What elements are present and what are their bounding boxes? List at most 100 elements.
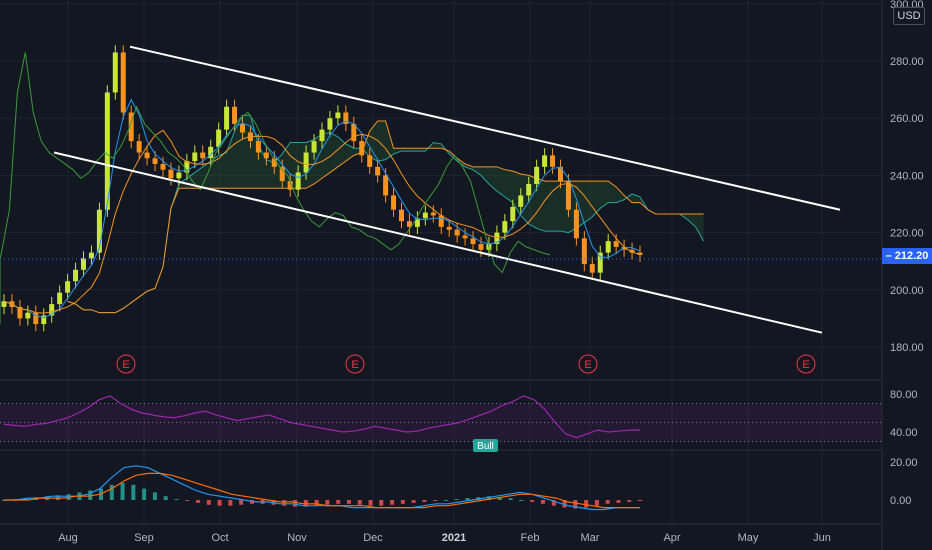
macd-histogram-bar xyxy=(142,488,147,500)
macd-histogram-bar xyxy=(422,500,427,502)
price-tick-label: 220.00 xyxy=(890,228,924,240)
candle-body xyxy=(136,141,142,153)
candle-body xyxy=(542,155,548,167)
earnings-label: E xyxy=(802,359,809,371)
time-axis[interactable]: Aug Sep Oct Nov Dec 2021 Feb Mar Apr May Jun xyxy=(58,532,831,544)
candle-body xyxy=(510,206,516,222)
candle-body xyxy=(255,141,261,153)
macd-histogram-bar xyxy=(433,500,438,501)
candle-body xyxy=(375,166,381,176)
candle-body xyxy=(192,152,198,162)
candle-body xyxy=(1,301,7,307)
macd-histogram-bar xyxy=(638,500,642,501)
candle-body xyxy=(406,221,412,227)
price-tick-label: 240.00 xyxy=(890,170,924,182)
indicator-lines xyxy=(0,52,641,325)
candle-body xyxy=(629,249,635,253)
candle-body xyxy=(558,166,563,182)
macd-histogram-bar xyxy=(573,500,578,509)
bull-badge-label: Bull xyxy=(477,441,494,452)
candle-body xyxy=(478,244,484,250)
bull-badge: Bull xyxy=(473,439,498,452)
candle-body xyxy=(128,112,134,142)
macd-histogram-bar xyxy=(519,500,524,501)
candle-body xyxy=(565,181,571,210)
macd-histogram-bar xyxy=(530,500,535,502)
candle-body xyxy=(49,304,55,316)
candle-body xyxy=(184,161,190,173)
last-price-value: 212.20 xyxy=(894,250,929,262)
lagging-span-line xyxy=(0,52,551,325)
candle-body xyxy=(359,141,365,156)
macd-tick-label: 0.00 xyxy=(890,495,911,507)
earnings-marker xyxy=(345,354,365,374)
macd-histogram-bar xyxy=(454,499,459,501)
macd-histogram-bar xyxy=(206,500,211,505)
candle-body xyxy=(581,238,587,265)
candle-body xyxy=(81,258,86,270)
ichimoku-cloud xyxy=(67,114,705,314)
candle-body xyxy=(232,106,238,124)
last-price-tag: – 212.20 xyxy=(882,248,932,264)
candle-body xyxy=(287,181,293,190)
candle-body xyxy=(17,306,23,319)
candle-body xyxy=(33,312,39,325)
time-tick-label: Feb xyxy=(521,532,540,544)
moving-average-line xyxy=(3,129,641,314)
macd-histogram-bar xyxy=(336,500,341,504)
macd-histogram-bar xyxy=(293,500,298,507)
macd-histogram-bar xyxy=(357,500,362,505)
macd-histogram-bar xyxy=(346,500,351,504)
macd-histogram-bar xyxy=(120,482,125,500)
time-tick-label: Apr xyxy=(663,532,680,544)
candle-body xyxy=(112,52,118,93)
candle-body xyxy=(597,252,603,273)
candle-body xyxy=(144,152,150,159)
candle-body xyxy=(152,158,158,164)
candle-body xyxy=(120,52,126,113)
rsi-tick-label: 40.00 xyxy=(890,427,918,439)
macd-tick-label: 20.00 xyxy=(890,457,918,469)
macd-histogram-bar xyxy=(314,500,319,506)
candle-body xyxy=(605,241,611,253)
macd-histogram-bar xyxy=(368,500,373,506)
time-tick-label: Mar xyxy=(581,532,600,544)
candle-body xyxy=(271,158,277,167)
macd-histogram-bar xyxy=(411,500,416,503)
earnings-label: E xyxy=(351,359,358,371)
time-tick-label: Aug xyxy=(58,532,78,544)
candle-body xyxy=(621,246,627,250)
candle-body xyxy=(637,252,643,255)
candle-body xyxy=(176,172,182,179)
price-axis[interactable]: 300.00 180.00 200.00 220.00 240.00 260.00 280.… xyxy=(890,0,924,507)
candle-body xyxy=(391,195,397,210)
currency-badge[interactable]: USD xyxy=(893,7,925,25)
macd-histogram-bar xyxy=(390,500,395,505)
trendline xyxy=(129,45,841,211)
channel-trendlines[interactable] xyxy=(53,45,841,334)
macd-histogram-bar xyxy=(584,500,589,508)
candle-body xyxy=(168,169,174,179)
macd-panel xyxy=(2,465,642,511)
candle-body xyxy=(589,264,595,273)
macd-histogram-bar xyxy=(627,500,632,502)
macd-histogram-bar xyxy=(174,499,179,501)
candle-body xyxy=(430,212,436,216)
cloud-span-a xyxy=(67,114,705,314)
candle-body xyxy=(613,241,619,247)
macd-histogram-bar xyxy=(562,500,567,508)
candle-body xyxy=(41,315,47,325)
candle-body xyxy=(573,209,579,239)
earnings-marker xyxy=(116,354,136,374)
earnings-marker xyxy=(796,354,816,374)
candle-body xyxy=(383,175,389,196)
macd-histogram-bar xyxy=(152,492,157,500)
time-tick-label: Sep xyxy=(134,532,154,544)
macd-histogram-bar xyxy=(497,497,502,500)
earnings-label: E xyxy=(584,359,591,371)
macd-histogram-bar xyxy=(379,500,384,506)
macd-histogram-bar xyxy=(605,500,610,504)
